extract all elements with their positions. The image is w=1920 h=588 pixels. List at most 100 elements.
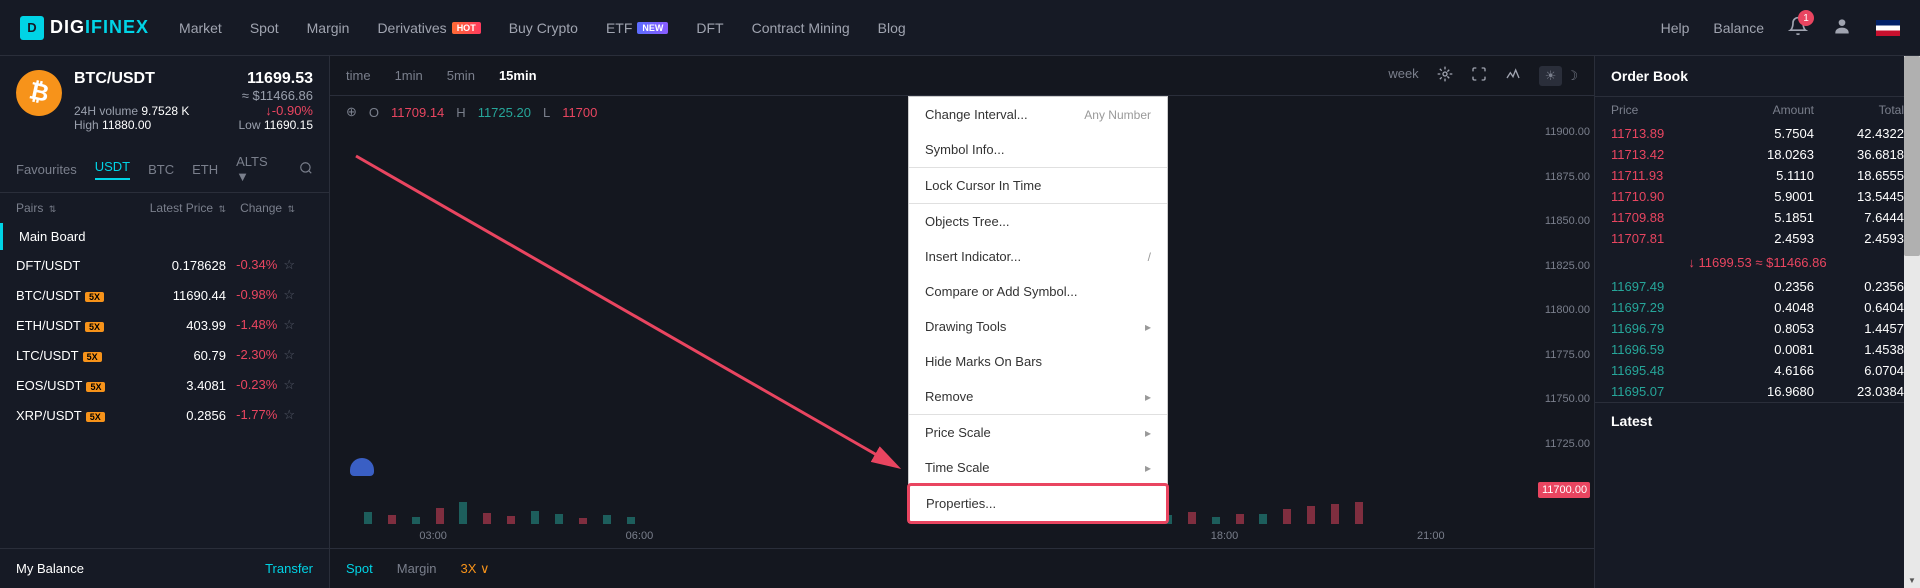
trade-tab-spot[interactable]: Spot [346,561,373,576]
star-icon[interactable]: ☆ [283,407,295,422]
bid-row[interactable]: 11697.490.23560.2356 [1595,276,1920,297]
pair-row[interactable]: DFT/USDT 0.178628 -0.34%☆ [0,250,329,280]
user-icon[interactable] [1832,16,1852,39]
volume-bar [1212,517,1220,524]
orderbook-title: Order Book [1595,56,1920,97]
orderbook-mid: ↓ 11699.53 ≈ $11466.86 [1595,249,1920,276]
volume-bar [1331,504,1339,524]
nav-derivatives[interactable]: Derivatives HOT [377,20,480,36]
bid-row[interactable]: 11697.290.40480.6404 [1595,297,1920,318]
bid-row[interactable]: 11695.484.61666.0704 [1595,360,1920,381]
tf-week[interactable]: week [1388,66,1418,86]
flag-icon[interactable] [1876,20,1900,36]
ask-row[interactable]: 11711.935.111018.6555 [1595,165,1920,186]
star-icon[interactable]: ☆ [283,347,295,362]
transfer-link[interactable]: Transfer [265,561,313,576]
context-menu-item[interactable]: Properties... [907,483,1169,524]
logo-text: DIGIFINEX [50,17,149,38]
indicators-icon[interactable] [1505,66,1521,86]
orderbook-cols: Price Amount Total [1595,97,1920,123]
nav-etf[interactable]: ETF NEW [606,20,668,36]
tf-5min[interactable]: 5min [447,68,475,83]
star-icon[interactable]: ☆ [283,317,295,332]
nav-margin[interactable]: Margin [307,20,350,36]
time-axis: 03:00 06:00 18:00 21:00 [330,524,1534,548]
quote-tab-btc[interactable]: BTC [148,162,174,177]
quote-tab-eth[interactable]: ETH [192,162,218,177]
tf-1min[interactable]: 1min [395,68,423,83]
context-menu-item[interactable]: Symbol Info... [909,132,1167,167]
pair-row[interactable]: BTC/USDT5X 11690.44 -0.98%☆ [0,280,329,310]
pair-approx: ≈ $11466.86 [242,88,313,103]
tf-15min[interactable]: 15min [499,68,537,83]
leverage-selector[interactable]: 3X ∨ [461,561,490,577]
chevron-right-icon: ▸ [1145,390,1151,404]
col-price[interactable]: Latest Price ⇅ [126,201,226,215]
context-menu-item[interactable]: Objects Tree... [909,203,1167,239]
pair-row[interactable]: EOS/USDT5X 3.4081 -0.23%☆ [0,370,329,400]
ask-row[interactable]: 11713.895.750442.4322 [1595,123,1920,144]
nav-buy-crypto[interactable]: Buy Crypto [509,20,578,36]
context-menu-item[interactable]: Price Scale▸ [909,414,1167,450]
search-icon[interactable] [299,161,313,178]
leverage-badge: 5X [86,382,105,392]
col-change[interactable]: Change ⇅ [226,201,313,215]
nav-dft[interactable]: DFT [696,20,723,36]
pair-row[interactable]: LTC/USDT5X 60.79 -2.30%☆ [0,340,329,370]
volume-bar [436,508,444,524]
scrollbar-thumb[interactable] [1904,56,1920,256]
nav-spot[interactable]: Spot [250,20,279,36]
target-icon[interactable]: ⊕ [346,104,357,120]
star-icon[interactable]: ☆ [283,377,295,392]
volume-bar [1355,502,1363,524]
volume-bar [1188,512,1196,524]
nav-balance[interactable]: Balance [1713,20,1764,36]
time-tick: 18:00 [1211,530,1239,542]
quote-tab-usdt[interactable]: USDT [95,159,130,180]
context-menu-item[interactable]: Insert Indicator.../ [909,239,1167,274]
scroll-down-icon[interactable]: ▼ [1904,572,1920,588]
context-menu-item[interactable]: Lock Cursor In Time [909,167,1167,203]
context-menu: Change Interval...Any NumberSymbol Info.… [908,96,1168,523]
ask-row[interactable]: 11710.905.900113.5445 [1595,186,1920,207]
col-pairs[interactable]: Pairs ⇅ [16,201,126,215]
ask-row[interactable]: 11713.4218.026336.6818 [1595,144,1920,165]
context-menu-item[interactable]: Change Interval...Any Number [909,97,1167,132]
light-mode-icon[interactable]: ☀ [1539,66,1563,86]
nav-help[interactable]: Help [1661,20,1690,36]
quote-tab-favourites[interactable]: Favourites [16,162,77,177]
fullscreen-icon[interactable] [1471,66,1487,86]
ask-row[interactable]: 11707.812.45932.4593 [1595,228,1920,249]
volume-bar [459,502,467,524]
bid-row[interactable]: 11695.0716.968023.0384 [1595,381,1920,402]
context-menu-item[interactable]: Time Scale▸ [909,450,1167,485]
nav-market[interactable]: Market [179,20,222,36]
bell-icon[interactable]: 1 [1788,16,1808,39]
context-menu-item[interactable]: Compare or Add Symbol... [909,274,1167,309]
scrollbar[interactable]: ▲ ▼ [1904,56,1920,588]
context-menu-item[interactable]: Hide Marks On Bars [909,344,1167,379]
chart-area[interactable]: ⊕ O 11709.14 H 11725.20 L 11700 11900.00… [330,96,1594,548]
bid-row[interactable]: 11696.790.80531.4457 [1595,318,1920,339]
bid-row[interactable]: 11696.590.00811.4538 [1595,339,1920,360]
star-icon[interactable]: ☆ [283,257,295,272]
tf-time[interactable]: time [346,68,371,83]
nav-blog[interactable]: Blog [878,20,906,36]
price-tick: 11800.00 [1538,304,1590,316]
context-menu-item[interactable]: Drawing Tools▸ [909,309,1167,344]
pair-row[interactable]: XRP/USDT5X 0.2856 -1.77%☆ [0,400,329,430]
ask-row[interactable]: 11709.885.18517.6444 [1595,207,1920,228]
nav-contract-mining[interactable]: Contract Mining [752,20,850,36]
trade-tab-margin[interactable]: Margin [397,561,437,576]
context-menu-item[interactable]: Remove▸ [909,379,1167,414]
logo[interactable]: D DIGIFINEX [20,16,149,40]
star-icon[interactable]: ☆ [283,287,295,302]
gear-icon[interactable] [1437,66,1453,86]
pair-row[interactable]: ETH/USDT5X 403.99 -1.48%☆ [0,310,329,340]
trade-tabs: Spot Margin 3X ∨ [330,548,1594,588]
cloud-icon[interactable] [350,458,374,476]
pair-symbol: BTC/USDT [74,70,155,88]
quote-tab-alts[interactable]: ALTS ▼ [236,154,281,184]
balance-label: My Balance [16,561,84,576]
dark-mode-icon[interactable]: ☽ [1566,68,1578,84]
